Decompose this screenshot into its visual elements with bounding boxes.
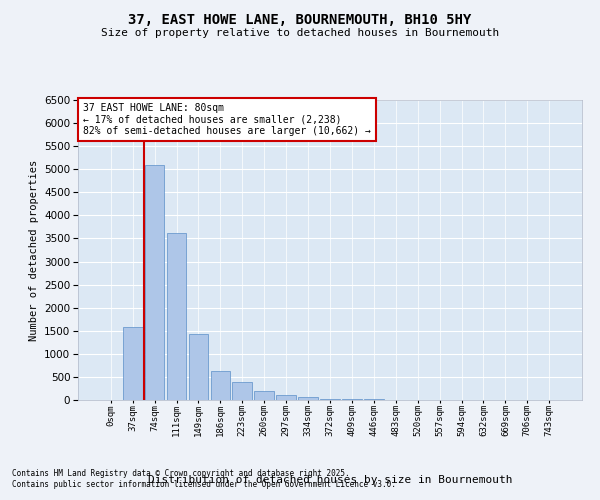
- Bar: [320, 398, 340, 400]
- Bar: [254, 391, 274, 400]
- Bar: [123, 327, 143, 400]
- Bar: [298, 396, 318, 400]
- Bar: [211, 371, 230, 400]
- Y-axis label: Number of detached properties: Number of detached properties: [29, 160, 38, 340]
- Bar: [276, 394, 296, 400]
- Text: 37, EAST HOWE LANE, BOURNEMOUTH, BH10 5HY: 37, EAST HOWE LANE, BOURNEMOUTH, BH10 5H…: [128, 12, 472, 26]
- Text: 37 EAST HOWE LANE: 80sqm
← 17% of detached houses are smaller (2,238)
82% of sem: 37 EAST HOWE LANE: 80sqm ← 17% of detach…: [83, 103, 371, 136]
- Text: Contains public sector information licensed under the Open Government Licence v3: Contains public sector information licen…: [12, 480, 396, 489]
- X-axis label: Distribution of detached houses by size in Bournemouth: Distribution of detached houses by size …: [148, 476, 512, 486]
- Text: Contains HM Land Registry data © Crown copyright and database right 2025.: Contains HM Land Registry data © Crown c…: [12, 468, 350, 477]
- Bar: [167, 233, 187, 400]
- Bar: [232, 382, 252, 400]
- Bar: [342, 399, 362, 400]
- Bar: [188, 334, 208, 400]
- Text: Size of property relative to detached houses in Bournemouth: Size of property relative to detached ho…: [101, 28, 499, 38]
- Bar: [145, 164, 164, 400]
